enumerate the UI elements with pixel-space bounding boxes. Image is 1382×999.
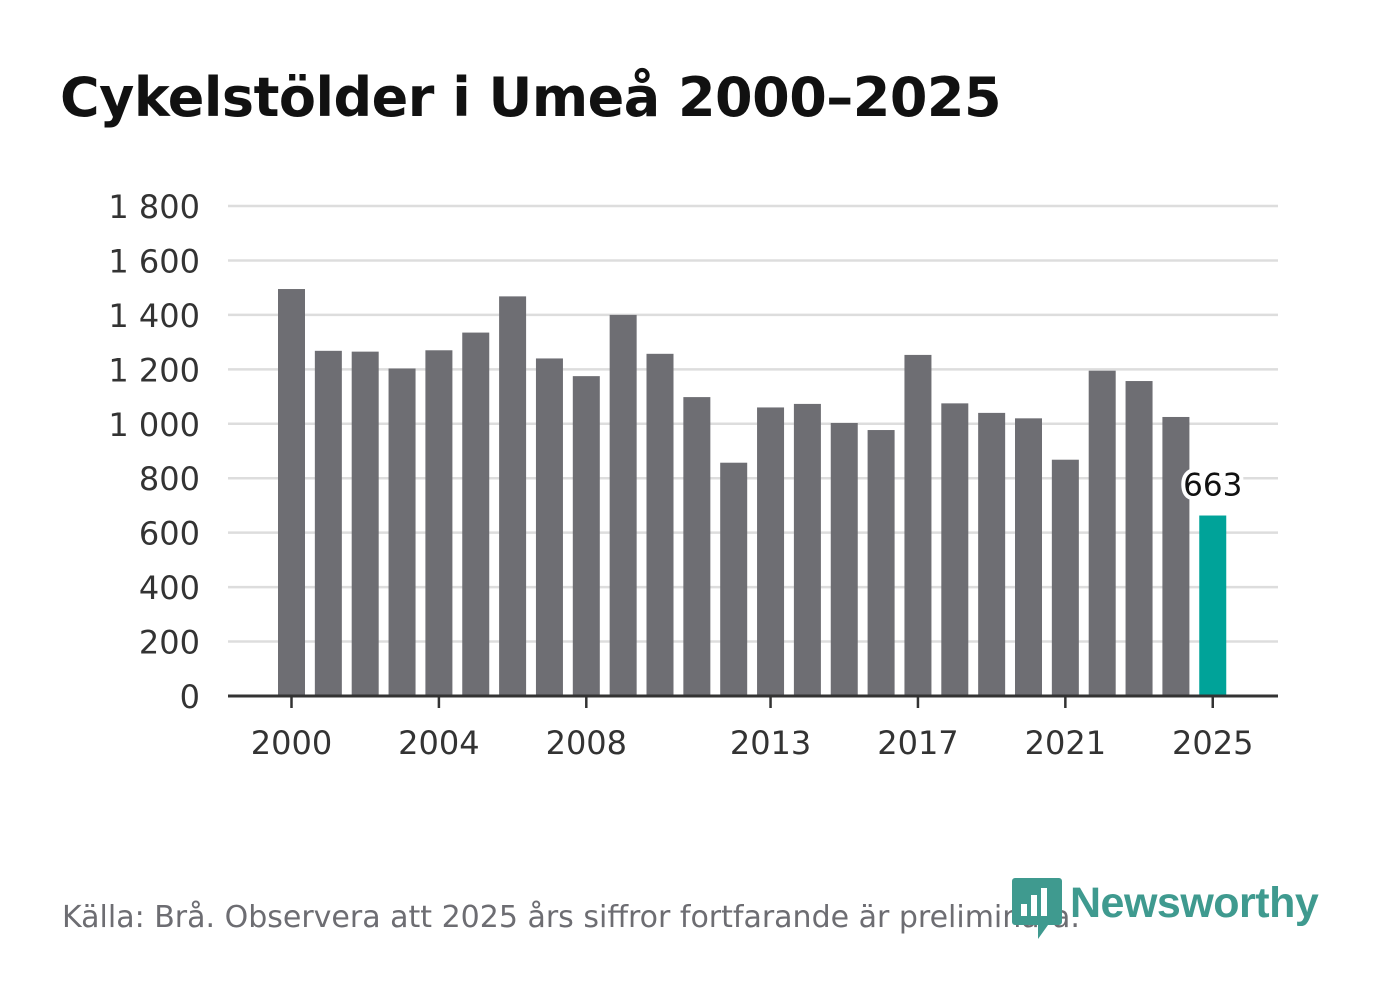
bar-2022 [1088,370,1116,696]
y-tick-label: 1 800 [108,188,200,226]
gridlines [228,204,1278,643]
bar-2000 [278,289,305,696]
y-tick-label: 1 200 [108,351,200,389]
bar-2024 [1162,416,1190,696]
bar-2021 [1051,459,1079,696]
bars [278,289,1227,696]
y-tick-label: 200 [139,624,200,662]
bar-2003 [388,368,416,696]
bar-2020 [1015,418,1042,696]
x-tick-label: 2000 [251,724,332,762]
bar-2018 [941,403,969,696]
x-tick-label: 2013 [730,724,811,762]
bar-2013 [757,407,785,696]
y-tick-label: 600 [139,515,200,553]
bar-2012 [720,462,748,696]
bar-chart: 0 200 400 600 800 1 000 1 200 1 400 1 600 1 800 2… [108,188,1278,762]
bar-2008 [572,376,600,696]
bar-2014 [793,403,821,696]
bar-2019 [978,412,1006,696]
y-tick-label: 800 [139,460,200,498]
y-tick-label: 0 [180,678,200,716]
newsworthy-logo-icon [1012,878,1062,939]
newsworthy-logo[interactable]: Newsworthy [1012,878,1319,940]
bar-2015 [830,422,858,696]
bar-2009 [609,314,637,696]
bar-2001 [314,350,342,696]
x-tick-label: 2008 [546,724,627,762]
bar-2023 [1125,381,1153,696]
x-tick-label: 2021 [1025,724,1106,762]
bar-2006 [499,296,527,696]
x-axis-tick-labels: 2000 2004 2008 2013 2017 2021 2025 [251,696,1253,762]
x-tick-label: 2017 [877,724,958,762]
source-note: Källa: Brå. Observera att 2025 års siffr… [62,900,1080,935]
bar-2002 [351,351,379,696]
x-tick-label: 2025 [1172,724,1253,762]
y-axis-tick-labels: 0 200 400 600 800 1 000 1 200 1 400 1 600 1 800 [108,188,200,716]
bar-2004 [425,350,453,696]
bar-2017 [904,354,932,696]
highlight-value-label: 663 [1183,468,1242,504]
brand-name: Newsworthy [1070,879,1319,927]
x-tick-label: 2004 [398,724,479,762]
bar-2007 [535,358,563,696]
chart-title: Cykelstölder i Umeå 2000–2025 [60,66,1002,129]
y-tick-label: 1 400 [108,297,200,335]
annotations: 663 [1179,464,1246,508]
bar-2005 [462,332,490,696]
bar-2025 [1199,515,1227,696]
bar-2011 [683,397,711,696]
y-tick-label: 1 000 [108,406,200,444]
y-tick-label: 400 [139,569,200,607]
y-tick-label: 1 600 [108,242,200,280]
bar-2010 [646,353,674,696]
bar-2016 [867,430,895,696]
